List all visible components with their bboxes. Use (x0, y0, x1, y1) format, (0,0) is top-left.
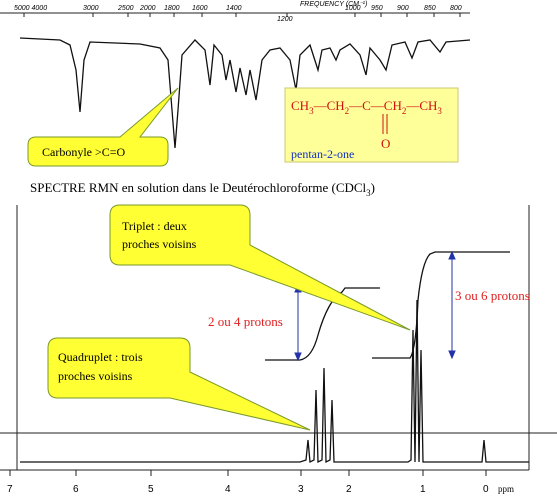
nmr-peaks (20, 299, 529, 464)
integration (372, 251, 510, 359)
ir-tick-label: 950 (371, 5, 383, 12)
formula-part: 2 (402, 106, 407, 116)
ir-tick-label: 1600 (192, 5, 208, 12)
ir-tick-label: 3000 (83, 5, 99, 12)
formula-part: —CH (313, 98, 345, 113)
integration-arrows (294, 250, 456, 362)
formula-part: —CH (405, 98, 437, 113)
title-part: SPECTRE RMN en solution dans le Deutéroc… (30, 180, 367, 195)
integration-label: 3 ou 6 protons (455, 288, 530, 303)
nmr-tick-label: 4 (225, 484, 231, 495)
nmr-ticks: 7 6 5 4 3 2 1 0 (7, 470, 489, 495)
ir-tick-label: 1200 (277, 16, 293, 23)
integration-label: 2 ou 4 protons (208, 314, 283, 329)
ir-tick-label: 2500 (117, 5, 134, 12)
ir-tick-label: 1000 (345, 5, 361, 12)
formula: CH3—CH2—C—CH2—CH3 (291, 98, 442, 116)
nmr-tick-label: 5 (148, 484, 154, 495)
formula-part: 2 (345, 106, 350, 116)
formula-part: —C—CH (348, 98, 402, 113)
nmr-tick-label: 0 (483, 484, 489, 495)
callout-text: Triplet : deux (122, 219, 187, 233)
quadruplet-callout (47, 337, 311, 431)
nmr-title: SPECTRE RMN en solution dans le Deutéroc… (30, 180, 375, 198)
nmr-tick-label: 1 (420, 484, 426, 495)
callout-text: Quadruplet : trois (58, 350, 143, 364)
ir-axis-title: FREQUENCY (CM⁻¹) (300, 1, 367, 8)
title-part: ) (371, 180, 375, 195)
ir-tick-label: 1800 (164, 5, 180, 12)
carbonyl-callout (27, 87, 179, 167)
formula-part: CH (291, 98, 309, 113)
callout-text: Carbonyle >C=O (42, 145, 126, 159)
formula-part: 3 (309, 106, 314, 116)
nmr-tick-label: 3 (298, 484, 304, 495)
triplet-callout (109, 204, 411, 331)
nmr-tick-label: 6 (73, 484, 79, 495)
nmr-unit: ppm (498, 484, 514, 494)
ir-tick-label: 800 (450, 5, 462, 12)
nmr-tick-label: 2 (346, 484, 352, 495)
ir-tick-label: 1400 (226, 5, 242, 12)
callout-text: proches voisins (122, 237, 197, 251)
molecule-name: pentan-2-one (291, 147, 354, 161)
molecule-box (284, 87, 459, 163)
ir-tick-label: 850 (424, 5, 436, 12)
callout-text: proches voisins (58, 369, 133, 383)
oxygen: O (381, 136, 390, 151)
ir-tick-label: 5000 4000 (14, 5, 47, 12)
ir-ticks: 5000 4000 3000 2500 2000 1800 1600 1400 1200 100… (14, 5, 462, 23)
ir-spectrum (19, 37, 471, 149)
formula-part: 3 (437, 106, 442, 116)
title-part: 3 (366, 188, 371, 198)
ir-tick-label: 2000 (139, 5, 156, 12)
ir-tick-label: 900 (397, 5, 409, 12)
nmr-tick-label: 7 (7, 484, 13, 495)
